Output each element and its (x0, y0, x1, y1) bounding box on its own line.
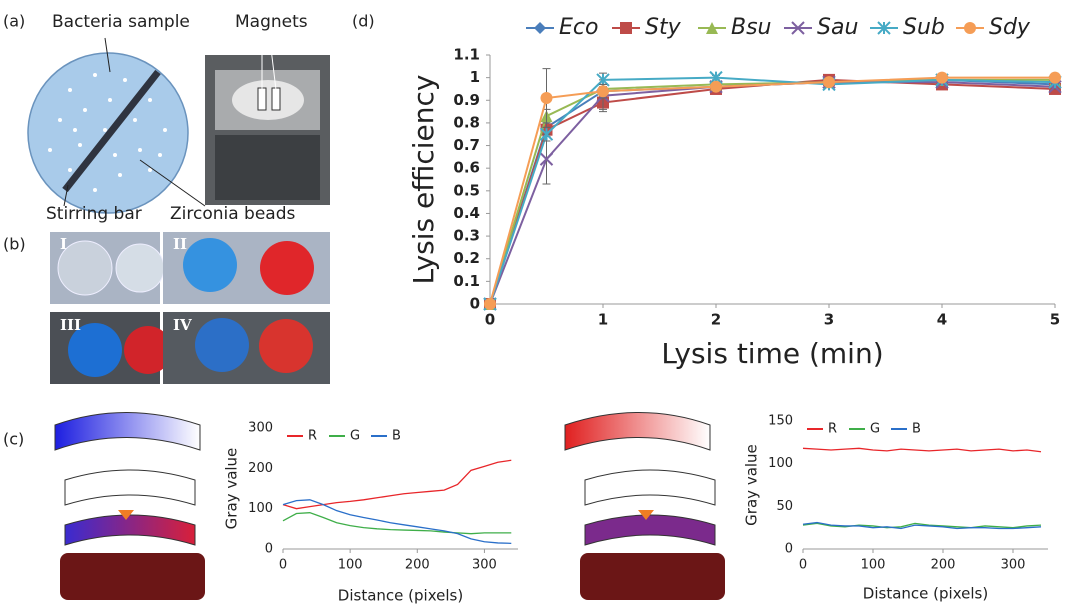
y-tick-label: 0.7 (453, 136, 480, 154)
legend-label: Sty (645, 15, 682, 40)
legend-label: G (870, 422, 880, 437)
page: {"figure": {"panel_labels": ["(a)", "(b)… (0, 0, 1070, 604)
sample-diagram (28, 38, 205, 213)
y-tick-label: 0.9 (453, 91, 480, 109)
x-tick-label: 100 (861, 558, 886, 573)
mixing-diagram (55, 413, 725, 601)
legend-label: G (350, 429, 360, 444)
x-tick-label: 100 (338, 558, 363, 573)
y-tick-label: 0 (785, 542, 793, 557)
marker (534, 22, 546, 34)
legend-label: B (392, 429, 401, 444)
series-line (490, 80, 1055, 304)
x-tick-label: 0 (799, 558, 807, 573)
photo-label: I (60, 235, 67, 253)
marker (823, 76, 835, 88)
y-tick-label: 0 (470, 295, 480, 313)
series-line (283, 500, 511, 544)
x-tick-label: 1 (598, 311, 608, 329)
y-tick-label: 100 (768, 456, 793, 471)
series-line (490, 78, 1055, 304)
y-tick-label: 50 (776, 499, 793, 514)
y-tick-label: 0.8 (453, 113, 480, 131)
panel-label: (d) (352, 12, 375, 31)
legend-label: R (308, 429, 317, 444)
y-tick-label: 150 (768, 414, 793, 429)
legend-label: Sau (817, 15, 858, 40)
marker (964, 22, 976, 34)
x-tick-label: 4 (937, 311, 947, 329)
marker (620, 22, 632, 34)
series-line (490, 80, 1055, 304)
annotation: Stirring bar (46, 204, 142, 224)
y-tick-label: 0.4 (453, 204, 480, 222)
x-tick-label: 0 (485, 311, 495, 329)
y-tick-label: 0.5 (453, 181, 480, 199)
y-tick-label: 1.1 (453, 46, 480, 64)
x-axis-label: Lysis time (min) (661, 337, 883, 370)
panel-label: (c) (3, 430, 24, 449)
y-axis-label: Lysis efficiency (407, 75, 440, 285)
legend-label: Bsu (731, 15, 772, 40)
y-tick-label: 200 (248, 461, 273, 476)
legend-label: B (912, 422, 921, 437)
x-tick-label: 3 (824, 311, 834, 329)
y-tick-label: 1 (470, 68, 480, 86)
marker (484, 298, 496, 310)
y-tick-label: 0.2 (453, 249, 480, 267)
marker (597, 85, 609, 97)
photo-label: III (60, 316, 81, 334)
marker (936, 72, 948, 84)
y-tick-label: 100 (248, 501, 273, 516)
photo-label: II (173, 235, 187, 253)
annotation: Bacteria sample (52, 12, 190, 32)
y-tick-label: 300 (248, 421, 273, 436)
x-axis-label: Distance (pixels) (863, 585, 988, 603)
marker (710, 81, 722, 93)
annotation: Zirconia beads (170, 204, 296, 224)
y-axis-label: Gray value (743, 444, 761, 526)
y-tick-label: 0 (265, 542, 273, 557)
x-tick-label: 300 (472, 558, 497, 573)
legend-label: R (828, 422, 837, 437)
y-tick-label: 0.3 (453, 227, 480, 245)
series-line (490, 78, 1055, 304)
series-line (803, 448, 1041, 451)
figure: I II III IV (a) (b) (c) (d) Bacteria sam… (0, 0, 1070, 604)
x-tick-label: 2 (711, 311, 721, 329)
panel-label: (a) (3, 12, 25, 31)
annotation: Magnets (235, 12, 308, 32)
series-line (283, 460, 511, 508)
x-tick-label: 200 (405, 558, 430, 573)
y-axis-label: Gray value (223, 448, 241, 530)
y-tick-label: 0.6 (453, 159, 480, 177)
x-tick-label: 5 (1050, 311, 1060, 329)
x-tick-label: 300 (1001, 558, 1026, 573)
x-tick-label: 0 (279, 558, 287, 573)
photo-label: IV (173, 316, 192, 334)
y-tick-label: 0.1 (453, 272, 480, 290)
marker (541, 92, 553, 104)
magnet-photo (205, 40, 330, 205)
marker (1049, 72, 1061, 84)
legend-label: Sub (903, 15, 945, 40)
legend-label: Sdy (989, 15, 1031, 40)
series-line (490, 80, 1055, 304)
chip-photos (50, 232, 330, 384)
x-axis-label: Distance (pixels) (338, 587, 463, 604)
panel-label: (b) (3, 235, 26, 254)
x-tick-label: 200 (931, 558, 956, 573)
legend-label: Eco (559, 15, 598, 40)
